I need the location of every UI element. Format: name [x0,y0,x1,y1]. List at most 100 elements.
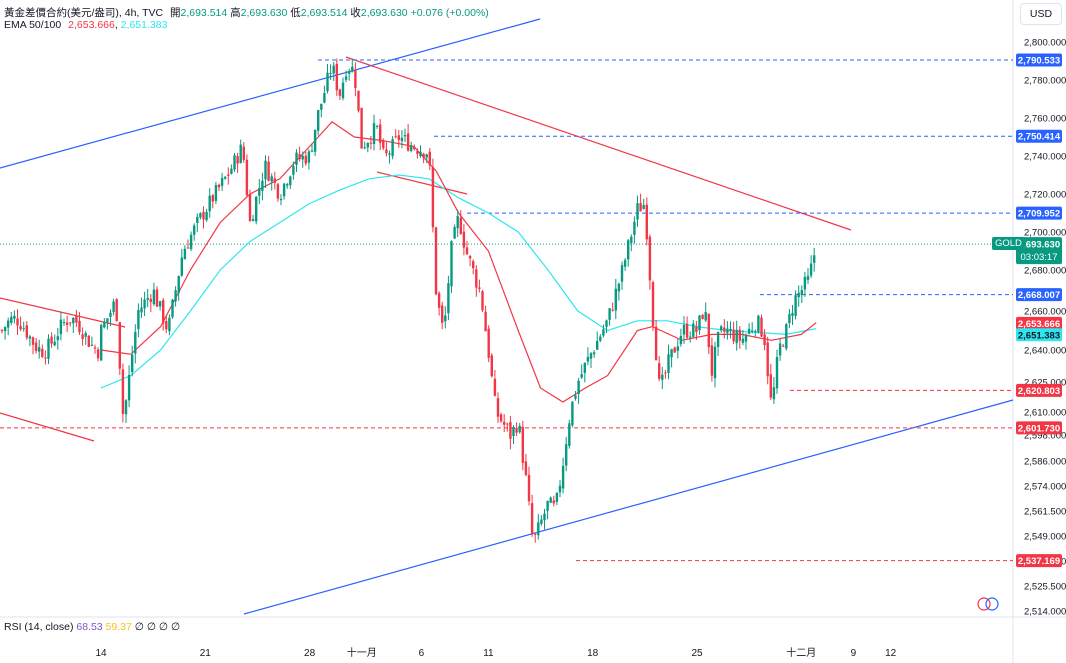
candle-body [437,293,441,308]
candle-body [196,216,199,223]
candle-body [344,76,348,80]
candle-body [751,330,754,332]
candle-body [695,326,698,332]
x-tick-label: 18 [587,648,599,659]
candle-body [264,160,267,180]
candle-body [87,335,90,347]
candle-body [217,184,221,188]
ema50-line [100,121,817,403]
candle-body [44,357,47,359]
ohlc-label: 收 [350,7,361,19]
y-tick-label: 2,780.000 [1024,76,1066,87]
candle-body [38,347,41,352]
candle-body [648,236,652,281]
candle-body [236,156,239,164]
candle-body [561,465,565,489]
candle-body [685,323,689,338]
x-tick-label: 十二月 [786,646,816,659]
x-tick-label: 11 [483,648,494,659]
candle-body [140,307,143,313]
candle-body [515,427,518,433]
candle-body [524,461,528,475]
candle-body [372,123,376,144]
y-tick-label: 2,561.500 [1024,507,1066,518]
candle-body [478,287,481,289]
candle-body [81,334,84,339]
price-level-tag [1016,129,1062,143]
candle-body [679,335,683,345]
candle-body [307,151,311,163]
ohlc-1: 高2,693.630 [230,7,290,19]
candle-body [354,69,357,88]
ema100-value: 2,651.383 [120,19,168,31]
flag-icon-2[interactable] [985,597,999,611]
descending-resistance-line [345,56,852,231]
candle-body [689,336,692,338]
candle-body [403,135,407,137]
candle-body [193,225,196,235]
ohlc-label: 高 [230,7,241,19]
price-level-label: 2,620.803 [1018,386,1060,397]
upper-channel-line [0,18,541,169]
candle-body [397,135,400,140]
candle-body [673,347,676,353]
candle-body [289,176,292,186]
candle-body [577,380,580,395]
candle-body [475,269,478,288]
candle-body [428,151,431,166]
y-tick-label: 2,625.000 [1024,378,1066,389]
candle-body [614,288,617,311]
ohlc-0: 開2,693.514 [170,7,230,19]
candle-body [382,140,385,149]
candle-body [599,336,602,341]
candle-body [47,338,50,359]
candle-body [450,241,453,287]
candle-body [41,348,44,357]
candle-body [230,168,233,174]
candle-body [757,315,760,333]
ema50-value: 2,653.666 [68,19,115,31]
y-tick-label: 2,574.000 [1024,482,1066,493]
candle-body [251,219,255,222]
flag-icon[interactable] [977,597,991,611]
candle-body [75,315,78,323]
x-tick-label: 14 [95,648,107,659]
candle-body [729,328,732,331]
candle-body [96,349,100,359]
x-tick-label: 9 [851,648,857,659]
ema100-tag-label: 2,651.383 [1018,330,1060,341]
candle-body [627,240,630,260]
candle-body [806,275,810,280]
ohlc-value: 2,693.514 [300,7,351,19]
candle-body [766,342,769,377]
currency-button[interactable]: USD [1020,3,1062,25]
y-tick-label: 2,740.000 [1024,152,1066,163]
candle-body [62,321,66,323]
candle-body [366,142,369,148]
candle-body [165,320,168,330]
candle-body [481,291,484,311]
candle-body [410,145,413,151]
candle-body [499,414,503,422]
candle-body [137,309,140,330]
candle-body [400,137,404,142]
candle-body [100,325,103,361]
candle-body [118,322,121,369]
rsi-value-2: 59.37 [105,621,132,633]
candle-body [84,333,87,337]
candle-body [295,152,298,166]
candle-body [69,322,72,324]
candle-body [425,154,428,158]
candle-body [214,185,218,201]
candle-body [267,161,270,181]
candle-body [484,311,487,332]
candle-body [682,325,686,335]
candle-body [639,203,642,212]
ohlc-2: 低2,693.514 [290,7,350,19]
candle-body [444,315,447,322]
candle-body [543,513,546,521]
candle-body [549,497,552,503]
price-level-label: 2,709.952 [1018,209,1060,220]
candle-body [124,400,128,415]
